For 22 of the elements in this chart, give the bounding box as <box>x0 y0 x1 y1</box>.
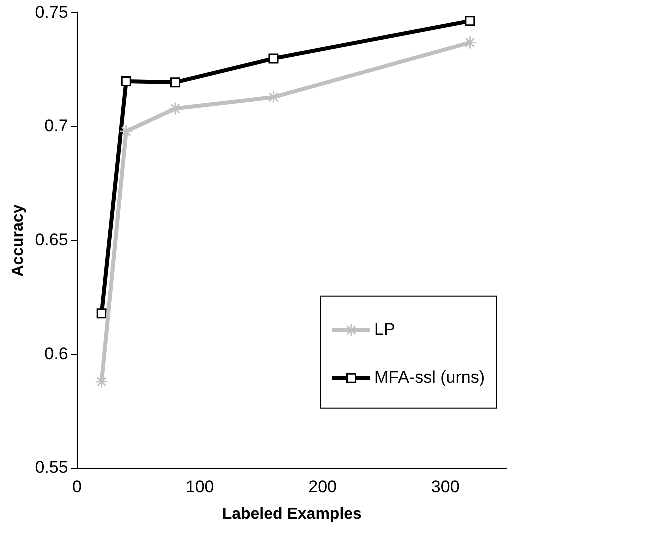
point <box>121 76 132 86</box>
point <box>463 36 477 50</box>
point <box>168 102 182 116</box>
x-tick-label: 300 <box>431 477 460 496</box>
y-tick-label: 0.65 <box>35 230 68 250</box>
point <box>268 54 279 64</box>
point <box>95 375 109 389</box>
x-axis-title: Labeled Examples <box>222 506 362 523</box>
point <box>465 16 476 26</box>
y-tick-label: 0.75 <box>35 2 68 22</box>
y-axis-title: Accuracy <box>10 204 28 277</box>
x-tick-label: 200 <box>308 477 338 496</box>
point <box>96 308 107 319</box>
legend-label: LP <box>374 320 396 340</box>
x-tick-label: 100 <box>186 477 214 496</box>
y-tick-label: 0.6 <box>44 344 68 364</box>
point <box>170 78 180 88</box>
legend-label: MFA-ssl (urns) <box>374 368 485 388</box>
y-tick-label: 0.7 <box>44 116 68 136</box>
point <box>120 124 134 138</box>
x-tick-label: 0 <box>72 477 82 496</box>
y-tick-label: 0.55 <box>35 458 68 478</box>
